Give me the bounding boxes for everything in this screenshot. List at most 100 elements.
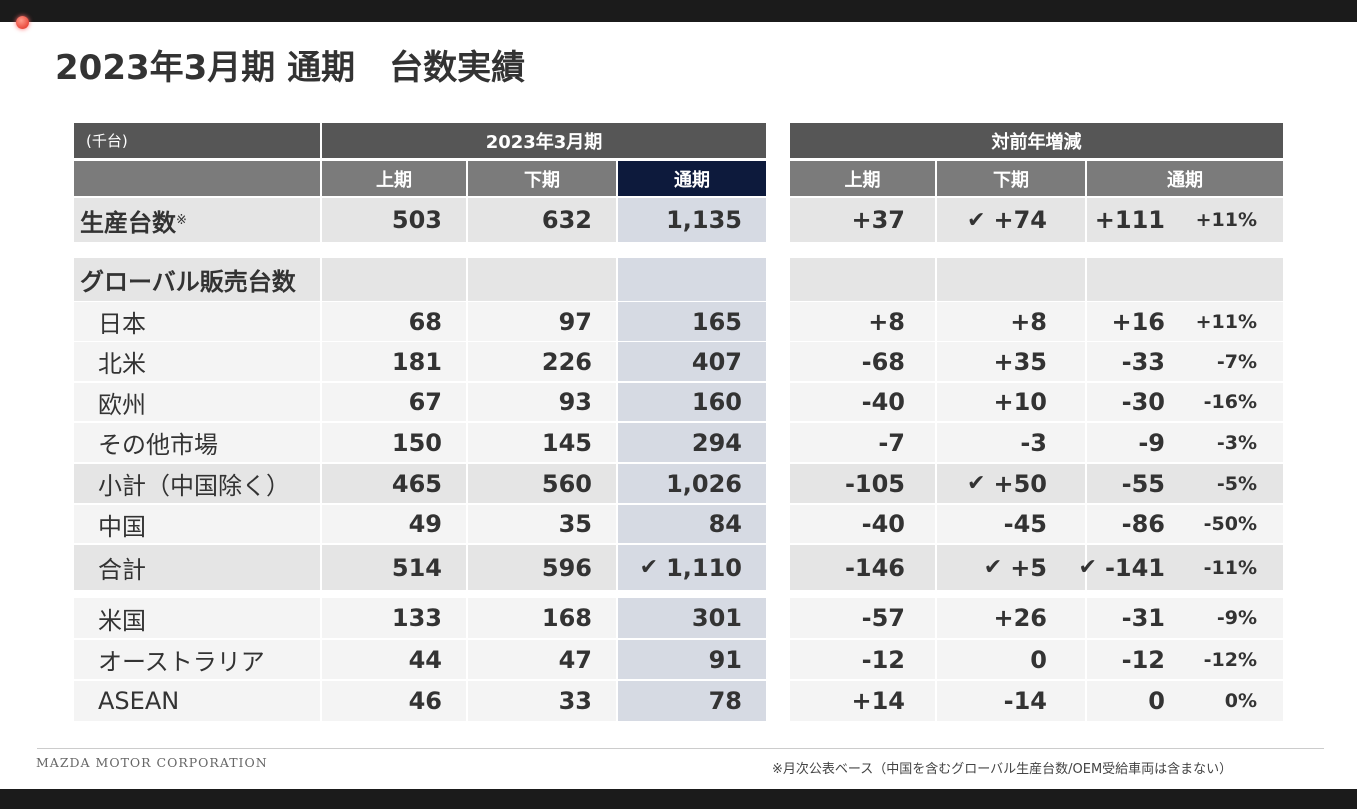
value-0: 68: [322, 302, 466, 341]
value-1-text: 560: [541, 469, 592, 498]
row-label: その他市場: [74, 423, 320, 462]
header-yoy: 対前年増減: [790, 123, 1283, 158]
value-1: 145: [468, 423, 616, 462]
header-right-0-text: 上期: [844, 169, 881, 191]
diff-pct: -50%: [1191, 505, 1283, 543]
header-yoy-text: 対前年増減: [991, 131, 1082, 153]
diff-0: [790, 258, 935, 301]
diff-pct: -5%: [1191, 464, 1283, 503]
diff-pct: +11%: [1191, 302, 1283, 341]
value-0: 465: [322, 464, 466, 503]
value-1-text: 93: [558, 388, 592, 416]
value-0-text: 514: [391, 553, 442, 582]
header-fy2023-text: 2023年3月期: [485, 131, 603, 153]
diff-pct-text: -9%: [1216, 607, 1257, 629]
value-0: 150: [322, 423, 466, 462]
header-left-1-text: 下期: [524, 169, 560, 191]
value-2-text: 1,110: [666, 553, 742, 582]
diff-0: -57: [790, 598, 935, 638]
value-2-text: 91: [708, 645, 742, 674]
diff-2-text: -141: [1104, 553, 1165, 582]
row-label-text: オーストラリア: [98, 648, 265, 676]
row-label-text: 合計: [98, 556, 146, 584]
footnote: ※月次公表ベース（中国を含むグローバル生産台数/OEM受給車両は含まない）: [772, 762, 1233, 777]
diff-1-text: +8: [1010, 307, 1047, 336]
diff-1-text: 0: [1030, 645, 1047, 674]
diff-pct: -11%: [1191, 545, 1283, 590]
row-label-text: その他市場: [98, 431, 218, 459]
value-2-text: 1,135: [666, 206, 742, 234]
value-1-text: 168: [541, 604, 592, 632]
header-right-2-text: 通期: [1167, 169, 1203, 191]
top-bar: [0, 0, 1357, 22]
diff-0-text: -7: [878, 428, 905, 457]
diff-2: ✔ -141: [1079, 545, 1191, 590]
diff-pct-text: -3%: [1216, 431, 1257, 454]
diff-0: -12: [790, 640, 935, 679]
diff-2: -9: [1087, 423, 1191, 462]
diff-1: ✔ +50: [937, 464, 1085, 503]
value-1: 226: [468, 342, 616, 381]
value-0-text: 133: [391, 604, 442, 632]
value-2-text: 1,026: [666, 469, 742, 498]
value-2: [618, 258, 766, 301]
value-1: 560: [468, 464, 616, 503]
value-1-text: 596: [541, 553, 592, 582]
diff-2: +16: [1087, 302, 1191, 341]
header-left-1: 下期: [468, 161, 616, 196]
value-2-text: 301: [691, 604, 742, 632]
row-label: 合計: [74, 545, 320, 590]
row-label: 米国: [74, 598, 320, 638]
diff-1-text: +35: [993, 347, 1047, 376]
diff-1: +8: [937, 302, 1085, 341]
diff-1-text: -14: [1003, 687, 1047, 715]
diff-0-text: -57: [861, 604, 905, 632]
diff-0-text: +37: [851, 206, 905, 234]
unit-label: (千台): [74, 123, 320, 158]
value-1: [468, 258, 616, 301]
diff-1: ✔ +74: [937, 198, 1085, 242]
diff-2-text: -9: [1138, 428, 1165, 457]
diff-0: -68: [790, 342, 935, 381]
value-1: 97: [468, 302, 616, 341]
header-right-0: 上期: [790, 161, 935, 196]
row-label-text: ASEAN: [98, 687, 180, 715]
value-0: 181: [322, 342, 466, 381]
diff-1: +35: [937, 342, 1085, 381]
value-2-text: 160: [691, 388, 742, 416]
diff-1: -45: [937, 505, 1085, 543]
diff-2-text: 0: [1148, 687, 1165, 715]
value-1: 35: [468, 505, 616, 543]
value-1-text: 145: [541, 428, 592, 457]
row-label: オーストラリア: [74, 640, 320, 679]
check-icon: ✔: [967, 471, 986, 496]
bottom-bar: [0, 789, 1357, 809]
diff-pct-text: 0%: [1224, 690, 1257, 712]
diff-0: +8: [790, 302, 935, 341]
diff-pct-text: +11%: [1195, 209, 1257, 231]
value-1: 168: [468, 598, 616, 638]
diff-2: -55: [1087, 464, 1191, 503]
diff-2: -30: [1087, 383, 1191, 421]
header-left-0: 上期: [322, 161, 466, 196]
diff-2-text: -30: [1121, 388, 1165, 416]
value-0-text: 44: [408, 645, 442, 674]
diff-2-text: +111: [1094, 206, 1165, 234]
unit-label-text: (千台): [86, 132, 128, 150]
row-label-text: グローバル販売台数: [80, 268, 296, 296]
value-2-text: 84: [708, 510, 742, 538]
value-2: 1,135: [618, 198, 766, 242]
diff-pct-text: -11%: [1203, 556, 1257, 579]
value-1: 93: [468, 383, 616, 421]
value-0-text: 181: [391, 347, 442, 376]
diff-pct: -16%: [1191, 383, 1283, 421]
value-2: 301: [618, 598, 766, 638]
value-2: 78: [618, 681, 766, 721]
value-0: 133: [322, 598, 466, 638]
diff-0: -40: [790, 505, 935, 543]
diff-2: -12: [1087, 640, 1191, 679]
row-label-text: 米国: [98, 606, 146, 635]
diff-0-text: -40: [861, 388, 905, 416]
header-right-1-text: 下期: [993, 169, 1029, 191]
diff-1-text: -45: [1003, 510, 1047, 538]
